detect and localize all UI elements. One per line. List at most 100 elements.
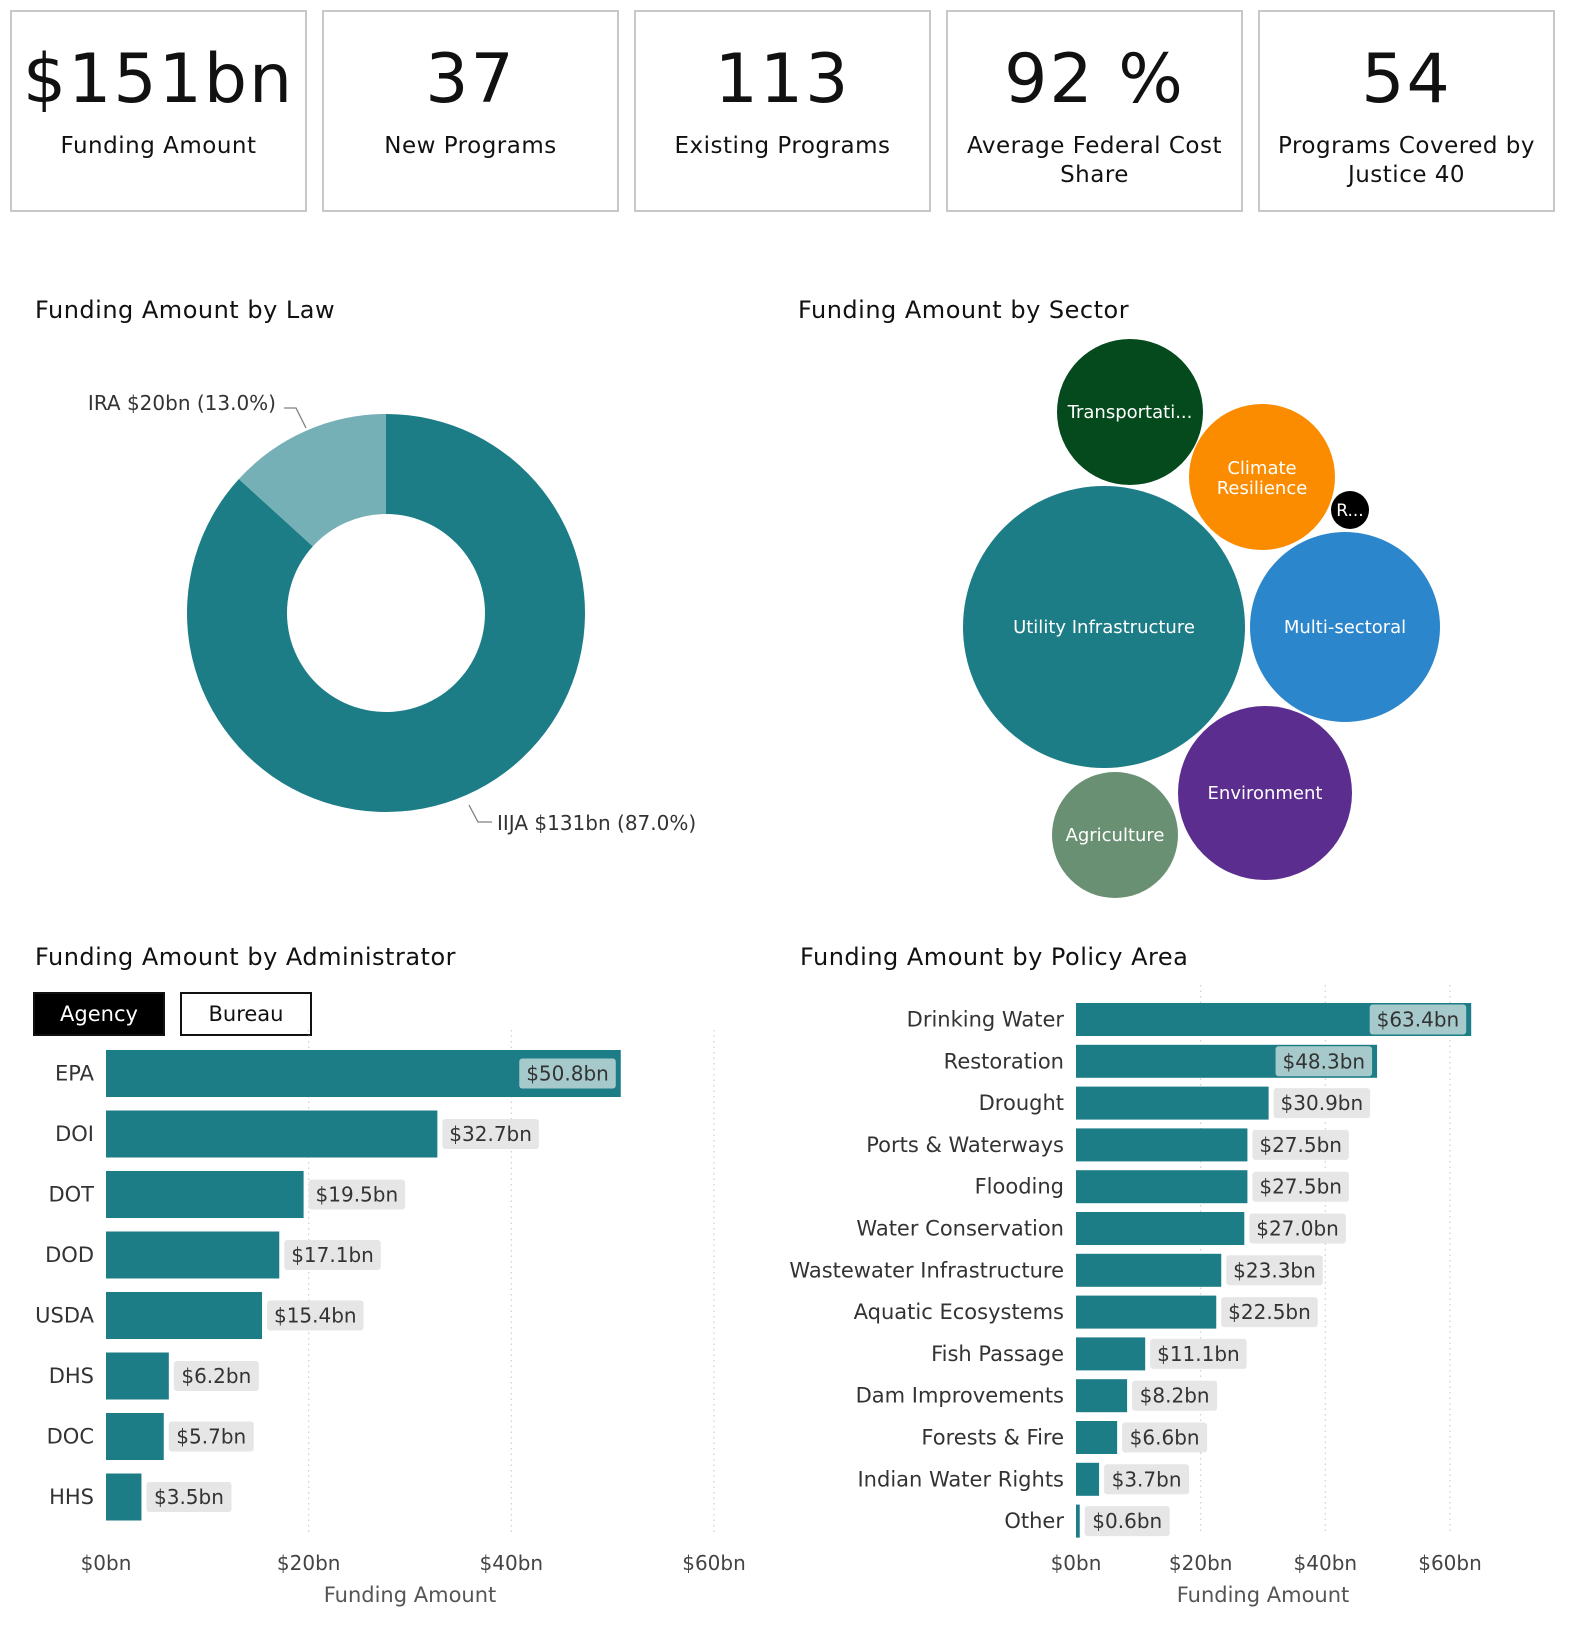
bar[interactable] (1076, 1128, 1248, 1162)
category-label: Forests & Fire (921, 1426, 1064, 1450)
kpi-label: Programs Covered by Justice 40 (1278, 133, 1535, 188)
bubble-label-utility-infrastructure: Utility Infrastructure (1013, 617, 1195, 638)
administrator-chart-title: Funding Amount by Administrator (35, 943, 457, 971)
donut-label-ija: IIJA $131bn (87.0%) (497, 811, 696, 835)
category-label: Indian Water Rights (857, 1467, 1064, 1491)
x-tick-label: $40bn (1294, 1551, 1358, 1575)
bar[interactable] (106, 1110, 438, 1158)
data-label-bg (1273, 1088, 1371, 1119)
data-label-bg (519, 1058, 616, 1089)
data-label: $63.4bn (1377, 1008, 1460, 1032)
category-label: DOI (55, 1122, 94, 1146)
category-label: Drinking Water (907, 1008, 1065, 1032)
bar[interactable] (106, 1473, 142, 1521)
data-label: $6.6bn (1130, 1426, 1200, 1450)
bar[interactable] (1076, 1379, 1128, 1413)
x-tick-label: $60bn (682, 1551, 746, 1575)
data-label: $50.8bn (526, 1062, 609, 1086)
kpi-value: 113 (714, 40, 851, 119)
data-label: $27.5bn (1259, 1133, 1342, 1157)
category-label: USDA (35, 1304, 95, 1328)
kpi-value: 37 (425, 40, 516, 119)
category-label: Drought (979, 1091, 1064, 1115)
category-label: Restoration (944, 1049, 1064, 1073)
data-label: $8.2bn (1140, 1384, 1210, 1408)
agency-toggle-button[interactable]: Agency (33, 992, 165, 1036)
sector-chart-title: Funding Amount by Sector (798, 296, 1130, 324)
data-label: $5.7bn (176, 1425, 246, 1449)
kpi-card-new-programs: 37 New Programs (322, 10, 619, 212)
donut-leader-line (284, 407, 307, 429)
data-label-bg (1150, 1338, 1247, 1369)
bar[interactable] (106, 1352, 169, 1400)
data-label-bg (1226, 1255, 1323, 1286)
data-label: $15.4bn (274, 1304, 357, 1328)
bubble-utility-infrastructure[interactable] (963, 486, 1245, 768)
data-label: $27.5bn (1259, 1175, 1342, 1199)
bubble-environment[interactable] (1178, 706, 1352, 880)
data-label-bg (1084, 1506, 1170, 1537)
category-label: Water Conservation (856, 1217, 1064, 1241)
bar[interactable] (1076, 1212, 1245, 1245)
bar[interactable] (106, 1171, 304, 1218)
donut-slice-ija[interactable] (187, 414, 586, 812)
bubble-multi-sectoral[interactable] (1250, 532, 1440, 722)
bar[interactable] (1076, 1462, 1100, 1496)
data-label-bg (173, 1361, 259, 1391)
data-label: $32.7bn (449, 1122, 532, 1146)
x-tick-label: $20bn (277, 1551, 341, 1575)
data-label-bg (308, 1179, 406, 1210)
data-label-bg (1252, 1171, 1349, 1202)
category-label: Fish Passage (931, 1342, 1064, 1366)
category-label: HHS (49, 1485, 94, 1509)
data-label: $19.5bn (316, 1183, 399, 1207)
category-label: DHS (49, 1364, 94, 1388)
x-tick-label: $20bn (1169, 1551, 1233, 1575)
law-donut-chart: IRA $20bn (13.0%) IIJA $131bn (87.0%) (88, 391, 696, 835)
data-label-bg (1122, 1422, 1208, 1453)
category-label: Ports & Waterways (866, 1133, 1064, 1157)
bar[interactable] (106, 1292, 263, 1339)
kpi-label: New Programs (384, 133, 557, 159)
category-label: DOC (47, 1425, 94, 1449)
kpi-card-funding: $151bn Funding Amount (10, 10, 307, 212)
bar[interactable] (1076, 1170, 1248, 1204)
bar[interactable] (1076, 1295, 1217, 1329)
data-label-bg (146, 1482, 232, 1512)
category-label: EPA (55, 1062, 95, 1086)
bubble-agriculture[interactable] (1052, 772, 1178, 898)
bar[interactable] (106, 1231, 280, 1279)
data-label-bg (1249, 1213, 1346, 1244)
category-label: Dam Improvements (856, 1384, 1064, 1408)
kpi-card-justice40: 54 Programs Covered by Justice 40 (1258, 10, 1555, 212)
data-label-bg (442, 1119, 539, 1149)
x-tick-label: $0bn (1051, 1551, 1102, 1575)
data-label-bg (1221, 1297, 1318, 1328)
bubble-climate-resilience[interactable] (1189, 404, 1335, 550)
bubble-transportati[interactable] (1057, 339, 1203, 485)
bar[interactable] (1076, 1253, 1222, 1287)
bar[interactable] (1076, 1504, 1080, 1538)
policy-chart-title: Funding Amount by Policy Area (800, 943, 1189, 971)
data-label: $0.6bn (1092, 1509, 1162, 1533)
data-label: $6.2bn (181, 1364, 251, 1388)
bubble-r[interactable] (1331, 491, 1369, 529)
data-label: $48.3bn (1282, 1049, 1365, 1073)
bar[interactable] (1076, 1421, 1118, 1454)
bar[interactable] (106, 1413, 164, 1460)
donut-slice-ira[interactable] (238, 414, 386, 547)
data-label-bg (1369, 1004, 1467, 1035)
category-label: Wastewater Infrastructure (789, 1258, 1064, 1282)
data-label: $22.5bn (1228, 1300, 1311, 1324)
bar[interactable] (1076, 1086, 1269, 1120)
bar[interactable] (1076, 1337, 1146, 1371)
bureau-toggle-button[interactable]: Bureau (180, 992, 312, 1036)
kpi-card-existing-programs: 113 Existing Programs (634, 10, 931, 212)
data-label: $17.1bn (291, 1243, 374, 1267)
data-label-bg (1275, 1046, 1373, 1077)
x-tick-label: $60bn (1418, 1551, 1482, 1575)
kpi-label: Average Federal Cost Share (966, 133, 1222, 188)
kpi-label: Funding Amount (60, 133, 257, 159)
data-label: $3.7bn (1112, 1467, 1182, 1491)
